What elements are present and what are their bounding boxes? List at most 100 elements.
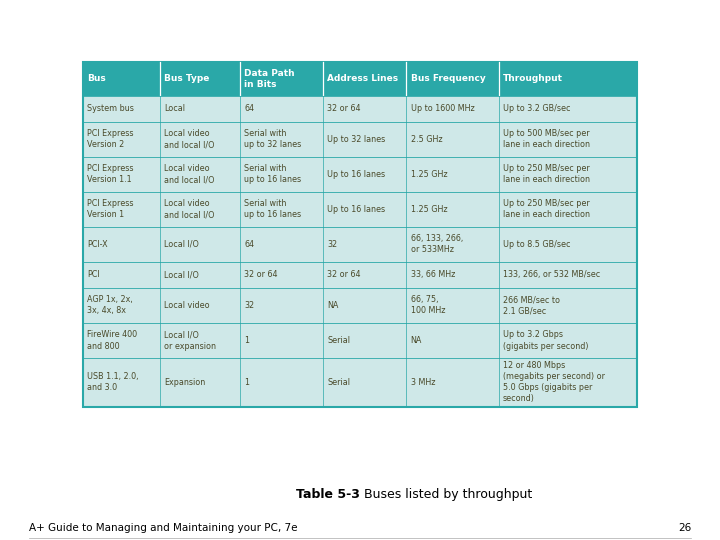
Text: PCI Express
Version 1.1: PCI Express Version 1.1 xyxy=(87,164,134,184)
Bar xyxy=(240,288,323,323)
Bar xyxy=(160,62,240,96)
Text: 133, 266, or 532 MB/sec: 133, 266, or 532 MB/sec xyxy=(503,271,600,279)
Text: Local video
and local I/O: Local video and local I/O xyxy=(164,129,215,149)
Text: PCI Express
Version 1: PCI Express Version 1 xyxy=(87,199,134,219)
Text: Local video: Local video xyxy=(164,301,210,310)
Bar xyxy=(83,262,160,288)
Text: 1.25 GHz: 1.25 GHz xyxy=(410,205,447,214)
Text: 32: 32 xyxy=(244,301,254,310)
Text: PCI Express
Version 2: PCI Express Version 2 xyxy=(87,129,134,149)
Bar xyxy=(406,262,498,288)
Bar xyxy=(498,96,637,122)
Text: Table 5-3: Table 5-3 xyxy=(296,488,360,501)
Bar xyxy=(498,288,637,323)
Bar xyxy=(498,157,637,192)
Text: 33, 66 MHz: 33, 66 MHz xyxy=(410,271,455,279)
Bar xyxy=(240,96,323,122)
Text: 32 or 64: 32 or 64 xyxy=(328,271,361,279)
Bar xyxy=(323,62,406,96)
Text: Address Lines: Address Lines xyxy=(328,75,398,83)
Bar xyxy=(160,227,240,262)
Bar xyxy=(240,358,323,407)
Bar xyxy=(323,157,406,192)
Bar xyxy=(406,358,498,407)
Bar xyxy=(498,62,637,96)
Bar xyxy=(406,323,498,358)
Bar xyxy=(83,358,160,407)
Text: Up to 3.2 Gbps
(gigabits per second): Up to 3.2 Gbps (gigabits per second) xyxy=(503,330,588,350)
Text: Local video
and local I/O: Local video and local I/O xyxy=(164,199,215,219)
Bar xyxy=(323,323,406,358)
Bar xyxy=(160,358,240,407)
Text: Bus Frequency: Bus Frequency xyxy=(410,75,485,83)
Bar xyxy=(83,122,160,157)
Text: Bus: Bus xyxy=(87,75,106,83)
Bar xyxy=(323,358,406,407)
Text: 32 or 64: 32 or 64 xyxy=(328,104,361,113)
Text: AGP 1x, 2x,
3x, 4x, 8x: AGP 1x, 2x, 3x, 4x, 8x xyxy=(87,295,133,315)
Bar xyxy=(83,323,160,358)
Text: Serial with
up to 16 lanes: Serial with up to 16 lanes xyxy=(244,199,302,219)
Bar xyxy=(323,192,406,227)
Text: 64: 64 xyxy=(244,240,254,249)
Text: 64: 64 xyxy=(244,104,254,113)
Bar xyxy=(240,157,323,192)
Bar xyxy=(240,62,323,96)
Bar xyxy=(160,96,240,122)
Text: Up to 8.5 GB/sec: Up to 8.5 GB/sec xyxy=(503,240,570,249)
Bar xyxy=(323,96,406,122)
Text: Local video
and local I/O: Local video and local I/O xyxy=(164,164,215,184)
Text: 1: 1 xyxy=(244,378,249,387)
Text: Expansion: Expansion xyxy=(164,378,205,387)
Text: FireWire 400
and 800: FireWire 400 and 800 xyxy=(87,330,138,350)
Text: Local: Local xyxy=(164,104,185,113)
Text: Local I/O
or expansion: Local I/O or expansion xyxy=(164,330,216,350)
Text: 26: 26 xyxy=(678,523,691,533)
Text: 12 or 480 Mbps
(megabits per second) or
5.0 Gbps (gigabits per
second): 12 or 480 Mbps (megabits per second) or … xyxy=(503,361,605,403)
Bar xyxy=(498,358,637,407)
Text: Buses listed by throughput: Buses listed by throughput xyxy=(360,488,532,501)
Bar xyxy=(498,262,637,288)
Bar xyxy=(323,288,406,323)
Bar xyxy=(160,288,240,323)
Text: 266 MB/sec to
2.1 GB/sec: 266 MB/sec to 2.1 GB/sec xyxy=(503,295,560,315)
Bar xyxy=(160,323,240,358)
Text: System bus: System bus xyxy=(87,104,134,113)
Text: A+ Guide to Managing and Maintaining your PC, 7e: A+ Guide to Managing and Maintaining you… xyxy=(29,523,297,533)
Bar xyxy=(240,227,323,262)
Text: Serial: Serial xyxy=(328,336,351,345)
Text: Serial with
up to 16 lanes: Serial with up to 16 lanes xyxy=(244,164,302,184)
Bar xyxy=(498,227,637,262)
Bar xyxy=(83,62,637,407)
Bar xyxy=(406,288,498,323)
Bar xyxy=(323,262,406,288)
Text: Up to 250 MB/sec per
lane in each direction: Up to 250 MB/sec per lane in each direct… xyxy=(503,164,590,184)
Bar xyxy=(83,288,160,323)
Bar xyxy=(240,262,323,288)
Bar xyxy=(498,323,637,358)
Text: Up to 16 lanes: Up to 16 lanes xyxy=(328,205,385,214)
Text: Up to 3.2 GB/sec: Up to 3.2 GB/sec xyxy=(503,104,570,113)
Text: 66, 75,
100 MHz: 66, 75, 100 MHz xyxy=(410,295,445,315)
Bar xyxy=(160,122,240,157)
Bar xyxy=(406,96,498,122)
Text: 66, 133, 266,
or 533MHz: 66, 133, 266, or 533MHz xyxy=(410,234,463,254)
Bar xyxy=(83,157,160,192)
Text: Data Path
in Bits: Data Path in Bits xyxy=(244,69,294,89)
Text: 32: 32 xyxy=(328,240,338,249)
Bar xyxy=(498,122,637,157)
Bar xyxy=(406,62,498,96)
Bar xyxy=(323,122,406,157)
Text: Bus Type: Bus Type xyxy=(164,75,210,83)
Bar xyxy=(406,192,498,227)
Bar xyxy=(240,192,323,227)
Bar xyxy=(323,227,406,262)
Text: 1: 1 xyxy=(244,336,249,345)
Text: Serial: Serial xyxy=(328,378,351,387)
Text: NA: NA xyxy=(328,301,338,310)
Text: 32 or 64: 32 or 64 xyxy=(244,271,278,279)
Bar xyxy=(83,192,160,227)
Bar xyxy=(83,62,160,96)
Text: PCI: PCI xyxy=(87,271,100,279)
Text: Up to 1600 MHz: Up to 1600 MHz xyxy=(410,104,474,113)
